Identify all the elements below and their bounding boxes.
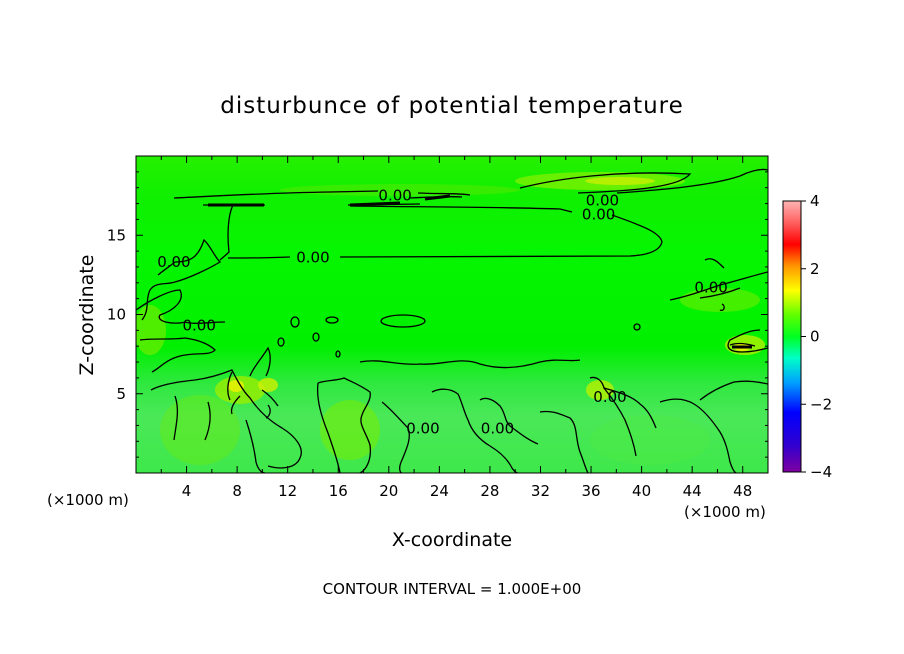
x-tick-label: 36 (581, 482, 600, 500)
x-tick-label: 8 (232, 482, 242, 500)
colorbar-ticks: 4 2 0 −2 −4 (801, 192, 832, 481)
contour-labels: 0.00 0.000.000.000.000.000.000.000.00 0.00 (157, 187, 728, 438)
contour-label: 0.00 (378, 187, 411, 205)
x-tick-label: 32 (531, 482, 550, 500)
contour-label: 0.00 (694, 279, 727, 297)
contour-label: 0.00 (296, 248, 329, 266)
x-tick-label: 4 (182, 482, 192, 500)
colorbar-tick-label: 2 (810, 260, 820, 278)
colorbar-tick-label: −2 (810, 395, 832, 413)
y-axis-title: Z-coordinate (76, 255, 98, 376)
colorbar-tick-label: 4 (810, 192, 820, 210)
colorbar-tick-label: 0 (810, 328, 820, 346)
contour-interval-note: CONTOUR INTERVAL = 1.000E+00 (323, 580, 582, 598)
x-tick-label: 16 (329, 482, 348, 500)
x-tick-label: 48 (733, 482, 752, 500)
contour-label: 0.00 (406, 420, 439, 438)
y-tick-label: 15 (107, 226, 126, 244)
colorbar: 4 2 0 −2 −4 (782, 192, 832, 481)
y-axis: 5 10 15 (107, 171, 768, 458)
contour-lines (136, 168, 768, 473)
strong-contours (208, 194, 752, 349)
colorbar-gradient (782, 200, 802, 473)
x-axis-title: X-coordinate (392, 529, 512, 551)
x-tick-label: 28 (480, 482, 499, 500)
x-right-unit-note: (×1000 m) (684, 503, 766, 521)
contour-label: 0.00 (481, 420, 514, 438)
x-tick-label: 24 (430, 482, 449, 500)
colorbar-tick-label: −4 (810, 463, 832, 481)
x-tick-label: 44 (683, 482, 702, 500)
y-tick-label: 10 (107, 306, 126, 324)
field-patches (136, 172, 765, 465)
contour-label: 0.00 (182, 317, 215, 335)
x-axis: 4 8 12 16 20 24 28 32 36 40 44 48 (160, 156, 752, 500)
contour-label: 0.00 (582, 206, 615, 224)
plot-area: 0.00 0.000.000.000.000.000.000.000.00 0.00 (136, 156, 768, 473)
x-tick-label: 20 (379, 482, 398, 500)
contour-label: 0.00 (593, 388, 626, 406)
x-left-unit-note: (×1000 m) (47, 491, 129, 509)
field-background (136, 156, 768, 473)
contour-label: 0.00 (157, 253, 190, 271)
contour-label: 0.00 (586, 191, 619, 209)
x-tick-label: 12 (278, 482, 297, 500)
chart-title: disturbunce of potential temperature (220, 93, 684, 119)
x-tick-label: 40 (632, 482, 651, 500)
y-tick-label: 5 (116, 385, 126, 403)
